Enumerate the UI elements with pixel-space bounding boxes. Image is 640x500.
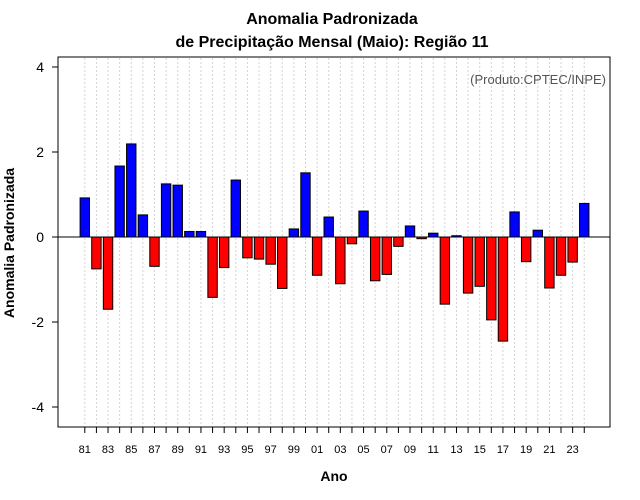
- xtick-label-95: 95: [241, 444, 253, 456]
- xtick-label-23: 23: [567, 444, 579, 456]
- bar-04: [346, 236, 358, 245]
- bar-90: [184, 230, 195, 238]
- xtick-label-07: 07: [381, 444, 393, 456]
- bar-99: [288, 228, 300, 238]
- bar-83: [102, 236, 114, 310]
- chart-title-line1: Anomalia Padronizada: [246, 11, 418, 28]
- xtick-label-83: 83: [102, 444, 114, 456]
- xtick-label-17: 17: [497, 444, 509, 456]
- ytick-label-1: 2: [36, 144, 44, 160]
- bar-22: [555, 236, 567, 276]
- xtick-label-89: 89: [172, 444, 184, 456]
- y-axis: 4 2 0 -2 -4: [32, 59, 58, 415]
- bar-03: [335, 236, 346, 285]
- bar-21: [544, 236, 555, 289]
- xtick-label-85: 85: [125, 444, 137, 456]
- ytick-label-3: -2: [32, 314, 45, 330]
- xtick-label-93: 93: [218, 444, 230, 456]
- bar-95: [242, 236, 253, 259]
- xtick-label-87: 87: [148, 444, 160, 456]
- bar-07: [381, 236, 392, 275]
- bar-08: [393, 236, 404, 247]
- bar-94: [230, 179, 241, 238]
- xtick-label-19: 19: [520, 444, 532, 456]
- ytick-label-4: -4: [32, 399, 45, 415]
- bar-14: [462, 236, 474, 294]
- chart-title-line2: de Precipitação Mensal (Maio): Região 11: [176, 34, 489, 51]
- xtick-label-01: 01: [311, 444, 323, 456]
- bar-16: [486, 236, 497, 321]
- ytick-label-2: 0: [36, 229, 44, 245]
- xtick-label-13: 13: [450, 444, 462, 456]
- bar-15: [474, 236, 485, 287]
- xtick-label-11: 11: [428, 444, 439, 456]
- bar-84: [114, 165, 125, 238]
- xtick-label-05: 05: [357, 444, 369, 456]
- bar-20: [532, 229, 543, 238]
- bar-23: [567, 236, 578, 263]
- bar-92: [207, 236, 218, 298]
- bar-06: [369, 236, 381, 282]
- bars-group: [79, 143, 590, 342]
- credit-label: (Produto:CPTEC/INPE): [470, 72, 606, 87]
- bar-82: [91, 236, 102, 270]
- vertical-gridlines: [84, 58, 585, 426]
- y-axis-title: Anomalia Padronizada: [1, 168, 17, 318]
- bar-00: [300, 172, 311, 238]
- bar-93: [218, 236, 230, 269]
- bar-05: [358, 210, 369, 238]
- bar-09: [404, 225, 416, 238]
- bar-19: [520, 236, 532, 263]
- xtick-label-09: 09: [404, 444, 416, 456]
- bar-81: [79, 197, 90, 238]
- bar-85: [126, 143, 137, 238]
- xtick-label-15: 15: [474, 444, 486, 456]
- bar-88: [160, 183, 172, 238]
- xtick-label-97: 97: [265, 444, 277, 456]
- xtick-label-81: 81: [79, 444, 91, 456]
- bar-12: [439, 236, 451, 305]
- bar-18: [509, 211, 520, 238]
- bar-98: [277, 236, 288, 289]
- bar-86: [137, 214, 149, 238]
- x-axis-title: Ano: [320, 468, 347, 484]
- bar-17: [497, 236, 509, 342]
- ytick-label-0: 4: [36, 59, 44, 75]
- xtick-label-03: 03: [334, 444, 346, 456]
- xtick-label-99: 99: [288, 444, 300, 456]
- plot-frame: [57, 56, 611, 428]
- bar-97: [265, 236, 276, 265]
- bar-24: [579, 202, 590, 238]
- xtick-label-91: 91: [195, 444, 207, 456]
- bar-02: [323, 216, 334, 238]
- bar-01: [311, 236, 323, 276]
- bar-89: [172, 184, 183, 238]
- xtick-label-21: 21: [543, 444, 555, 456]
- bar-13: [451, 235, 462, 238]
- bar-96: [253, 236, 265, 260]
- bar-10: [416, 236, 427, 240]
- bar-11: [428, 232, 439, 238]
- x-axis: 81 83 85 87 89 91 93 95 97 99 01 03 05 07 09 11 13 15 17 19…: [79, 427, 585, 456]
- bar-87: [149, 236, 160, 267]
- bar-91: [195, 230, 207, 238]
